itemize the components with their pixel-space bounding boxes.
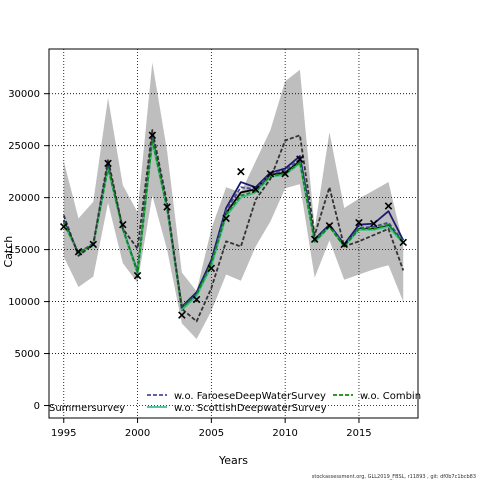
observed-point-1996 — [74, 247, 83, 256]
observed-point-1995 — [59, 222, 68, 231]
observed-point-2013 — [325, 221, 334, 230]
y-tick-label-15000: 15000 — [8, 245, 40, 256]
observed-point-1997 — [89, 240, 98, 249]
x-tick-label-2005: 2005 — [199, 428, 224, 439]
observed-point-2015 — [355, 218, 363, 227]
observed-point-2007 — [237, 167, 245, 176]
observed-point-2012 — [310, 235, 319, 243]
observed-point-2001 — [148, 131, 157, 140]
observed-point-2008 — [251, 185, 260, 194]
plot-frame — [48, 48, 419, 419]
observed-point-2004 — [192, 295, 201, 304]
observed-point-2018 — [399, 238, 408, 247]
x-tick-label-2010: 2010 — [272, 428, 297, 439]
y-tick-label-10000: 10000 — [8, 297, 40, 308]
series-line-5 — [62, 129, 405, 323]
confidence-band-layer — [63, 62, 404, 340]
legend-label-2: w.o. ScottishDeepwaterSurvey — [174, 403, 327, 414]
series-line-4 — [62, 138, 404, 309]
observed-points-layer — [59, 131, 408, 319]
axes-layer: 1995 2000 2005 2010 2015 0 5000 10000 15000 20000… — [8, 89, 371, 439]
observed-point-2017 — [384, 202, 393, 210]
y-tick-label-5000: 5000 — [15, 349, 40, 360]
observed-point-1999 — [119, 220, 127, 229]
legend: w.o. FaroeseDeepWaterSurvey w.o. Combin w.… — [49, 391, 421, 414]
observed-point-2002 — [163, 203, 171, 211]
y-tick-label-30000: 30000 — [8, 89, 40, 100]
observed-point-2016 — [369, 219, 378, 228]
confidence-band — [63, 62, 404, 340]
legend-label-0: w.o. FaroeseDeepWaterSurvey — [174, 391, 326, 402]
x-tick-label-2000: 2000 — [125, 428, 150, 439]
y-tick-label-20000: 20000 — [8, 193, 40, 204]
x-tick-label-2015: 2015 — [346, 428, 371, 439]
observed-point-1998 — [104, 159, 112, 168]
y-tick-label-0: 0 — [34, 401, 40, 412]
footer-credit: stockassessment.org, GLL2019_FBSL, r1189… — [312, 474, 476, 480]
observed-point-2014 — [340, 240, 348, 249]
y-axis-title: Catch — [2, 236, 15, 268]
y-tick-label-25000: 25000 — [8, 141, 40, 152]
observed-point-2000 — [133, 271, 142, 280]
observed-point-2011 — [296, 155, 304, 163]
legend-label-cut: Summersurvey — [49, 403, 125, 414]
observed-point-2003 — [178, 311, 186, 319]
observed-point-2009 — [266, 169, 275, 178]
x-tick-label-1995: 1995 — [51, 428, 76, 439]
x-axis-title: Years — [218, 454, 248, 467]
observed-point-2005 — [207, 264, 216, 273]
legend-label-1: w.o. Combin — [360, 391, 421, 402]
observed-point-2006 — [222, 214, 230, 223]
observed-point-2010 — [281, 169, 289, 178]
